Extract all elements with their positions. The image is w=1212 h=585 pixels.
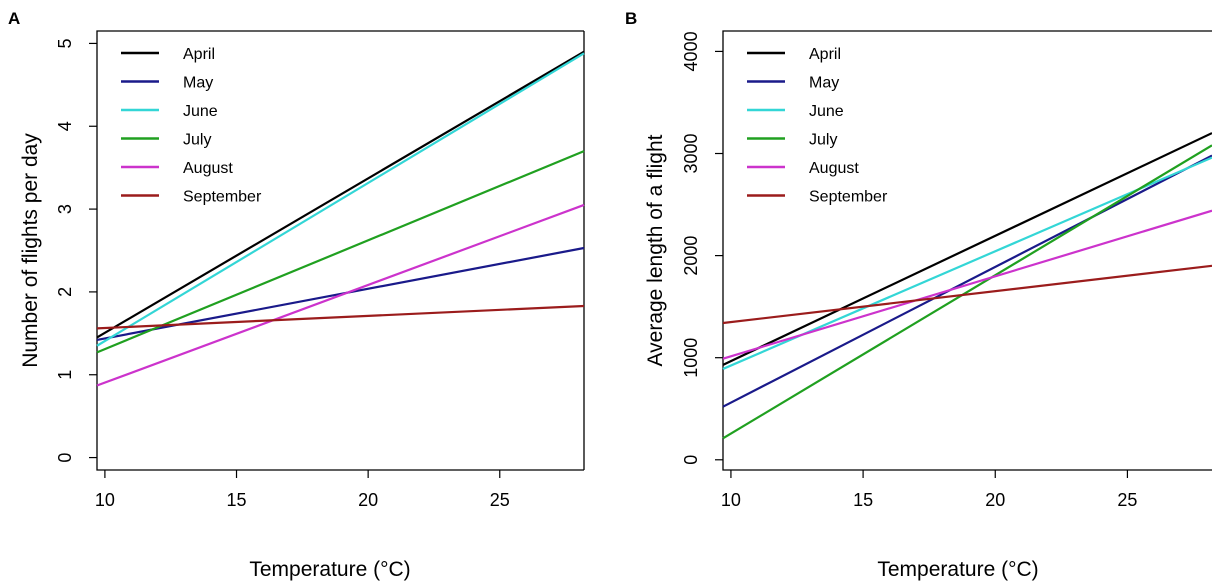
series-line-april: [96, 50, 585, 339]
y-tick-label: 3: [55, 204, 75, 214]
legend-label-april: April: [809, 46, 841, 63]
y-tick-label: 2: [55, 287, 75, 297]
y-tick-label: 4: [55, 121, 75, 131]
legend-label-august: August: [809, 160, 859, 177]
legend-label-july: July: [183, 132, 211, 149]
y-tick-label: 1000: [681, 338, 701, 378]
panel-label-b: B: [625, 9, 637, 28]
x-tick-label: 10: [95, 490, 115, 510]
x-tick-label: 25: [1117, 490, 1137, 510]
series-line-july: [96, 150, 585, 354]
x-tick-label: 10: [721, 490, 741, 510]
chart-panel-a: 10 15 20 25 0 1 2 3 4 5 Temperature (°C) Number of …: [19, 30, 585, 581]
legend-label-may: May: [183, 75, 213, 92]
legend-label-september: September: [183, 189, 262, 206]
series-line-july: [722, 144, 1212, 440]
x-axis-title: Temperature (°C): [249, 558, 410, 581]
x-tick-label: 20: [985, 490, 1005, 510]
legend-label-august: August: [183, 160, 233, 177]
x-tick-label: 20: [358, 490, 378, 510]
y-tick-label: 0: [681, 455, 701, 465]
series-line-april: [722, 132, 1212, 366]
x-axis-title: Temperature (°C): [877, 558, 1038, 581]
y-tick-label: 3000: [681, 133, 701, 173]
y-axis-title: Average length of a flight: [644, 134, 667, 366]
legend-label-july: July: [809, 132, 837, 149]
legend-label-may: May: [809, 75, 839, 92]
y-tick-label: 5: [55, 38, 75, 48]
series-line-june: [96, 52, 585, 347]
x-tick-label: 25: [490, 490, 510, 510]
chart-panel-b: 10 15 20 25 0 1000 2000 3000 4000 Temperature (°C…: [644, 30, 1212, 581]
series-line-september: [96, 304, 585, 330]
y-tick-label: 0: [55, 453, 75, 463]
legend-label-april: April: [183, 46, 215, 63]
y-tick-label: 2000: [681, 236, 701, 276]
y-axis-title: Number of flights per day: [19, 133, 42, 368]
legend-label-june: June: [809, 103, 844, 120]
y-tick-label: 1: [55, 370, 75, 380]
series-line-may: [722, 154, 1212, 408]
plot-frame: [722, 30, 1212, 471]
series-line-august: [96, 203, 585, 387]
series-line-september: [722, 264, 1212, 325]
x-tick-label: 15: [227, 490, 247, 510]
series-line-august: [722, 209, 1212, 360]
x-tick-label: 15: [853, 490, 873, 510]
plot-frame: [96, 30, 584, 471]
y-tick-label: 4000: [681, 31, 701, 71]
legend-label-september: September: [809, 189, 888, 206]
panel-label-a: A: [8, 9, 20, 28]
legend-label-june: June: [183, 103, 218, 120]
